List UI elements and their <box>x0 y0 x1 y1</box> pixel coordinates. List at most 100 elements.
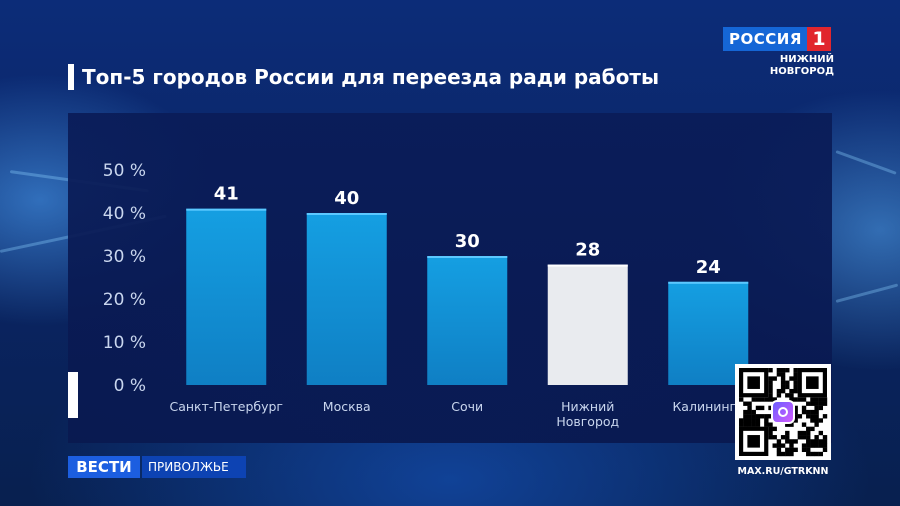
qr-module <box>789 388 794 394</box>
qr-module <box>785 380 790 385</box>
qr-module <box>810 397 815 402</box>
channel-region-line1: НИЖНИЙ <box>779 54 834 65</box>
qr-module <box>818 451 824 457</box>
qr-finder <box>747 376 760 389</box>
qr-module <box>768 384 773 390</box>
qr-module <box>755 414 761 419</box>
qr-module <box>806 443 811 448</box>
qr-module <box>789 422 794 427</box>
x-tick-label: Нижний <box>561 399 614 414</box>
bar-top-edge <box>186 208 267 211</box>
channel-logo: РОССИЯ 1 <box>723 27 831 51</box>
qr-module <box>772 443 777 448</box>
qr-module <box>818 418 824 423</box>
qr-module <box>797 435 803 440</box>
qr-module <box>789 443 794 448</box>
qr-code-pattern <box>739 368 828 457</box>
qr-module <box>806 430 811 436</box>
qr-module <box>776 388 782 394</box>
qr-module <box>776 439 782 444</box>
qr-module <box>789 439 794 444</box>
qr-module <box>793 397 798 402</box>
qr-module <box>743 414 748 419</box>
qr-module <box>818 430 824 436</box>
data-label: 28 <box>575 240 600 261</box>
qr-code[interactable] <box>735 364 831 460</box>
qr-module <box>797 414 803 419</box>
bar-top-edge <box>668 281 749 284</box>
qr-module <box>768 380 773 385</box>
qr-module <box>768 376 773 381</box>
qr-module <box>772 376 777 381</box>
qr-module <box>818 443 824 448</box>
qr-module <box>793 447 798 453</box>
qr-module <box>810 426 815 432</box>
x-tick-label: Калинингр <box>672 399 744 414</box>
qr-module <box>776 451 782 457</box>
qr-module <box>810 443 815 448</box>
qr-module <box>772 426 777 432</box>
qr-module <box>768 368 773 373</box>
qr-module <box>822 435 828 440</box>
qr-module <box>759 397 765 402</box>
qr-module <box>814 422 819 427</box>
bar-top-edge <box>547 264 628 267</box>
qr-module <box>780 451 786 457</box>
qr-url[interactable]: MAX.RU/GTRKNN <box>737 466 829 477</box>
qr-module <box>814 443 819 448</box>
qr-module <box>772 397 777 402</box>
qr-module <box>739 418 744 423</box>
qr-finder <box>747 435 760 448</box>
qr-module <box>822 447 828 453</box>
y-tick-label: 40 % <box>103 204 146 224</box>
qr-module <box>810 439 815 444</box>
qr-module <box>793 418 798 423</box>
qr-module <box>747 401 752 406</box>
y-tick-label: 0 % <box>114 376 146 396</box>
qr-module <box>739 397 744 402</box>
qr-module <box>801 422 807 427</box>
qr-module <box>743 409 748 415</box>
qr-module <box>814 405 819 411</box>
qr-module <box>793 384 798 390</box>
y-tick-label: 10 % <box>103 333 146 353</box>
qr-module <box>755 405 761 411</box>
qr-module <box>785 384 790 390</box>
qr-module <box>764 418 769 423</box>
qr-module <box>793 388 798 394</box>
qr-module <box>751 414 756 419</box>
qr-module <box>755 422 761 427</box>
data-label: 30 <box>455 231 480 252</box>
qr-module <box>806 401 811 406</box>
qr-module <box>801 435 807 440</box>
y-tick-label: 50 % <box>103 161 146 181</box>
data-label: 41 <box>214 184 239 205</box>
qr-module <box>776 372 782 377</box>
qr-module <box>747 422 752 427</box>
chart-title: Топ-5 городов России для переезда ради р… <box>82 65 660 89</box>
qr-module <box>747 409 752 415</box>
qr-module <box>780 435 786 440</box>
qr-module <box>822 397 828 402</box>
qr-module <box>768 430 773 436</box>
qr-module <box>814 435 819 440</box>
bar <box>427 256 508 385</box>
qr-module <box>797 430 803 436</box>
qr-module <box>764 397 769 402</box>
qr-module <box>785 368 790 373</box>
qr-module <box>764 414 769 419</box>
qr-module <box>759 414 765 419</box>
qr-module <box>810 451 815 457</box>
qr-module <box>751 422 756 427</box>
qr-module <box>776 393 782 398</box>
qr-module <box>810 418 815 423</box>
qr-module <box>785 393 790 398</box>
qr-module <box>814 439 819 444</box>
qr-module <box>780 380 786 385</box>
qr-module <box>822 414 828 419</box>
bar <box>547 264 628 385</box>
qr-module <box>806 435 811 440</box>
qr-module <box>785 439 790 444</box>
qr-module <box>814 451 819 457</box>
